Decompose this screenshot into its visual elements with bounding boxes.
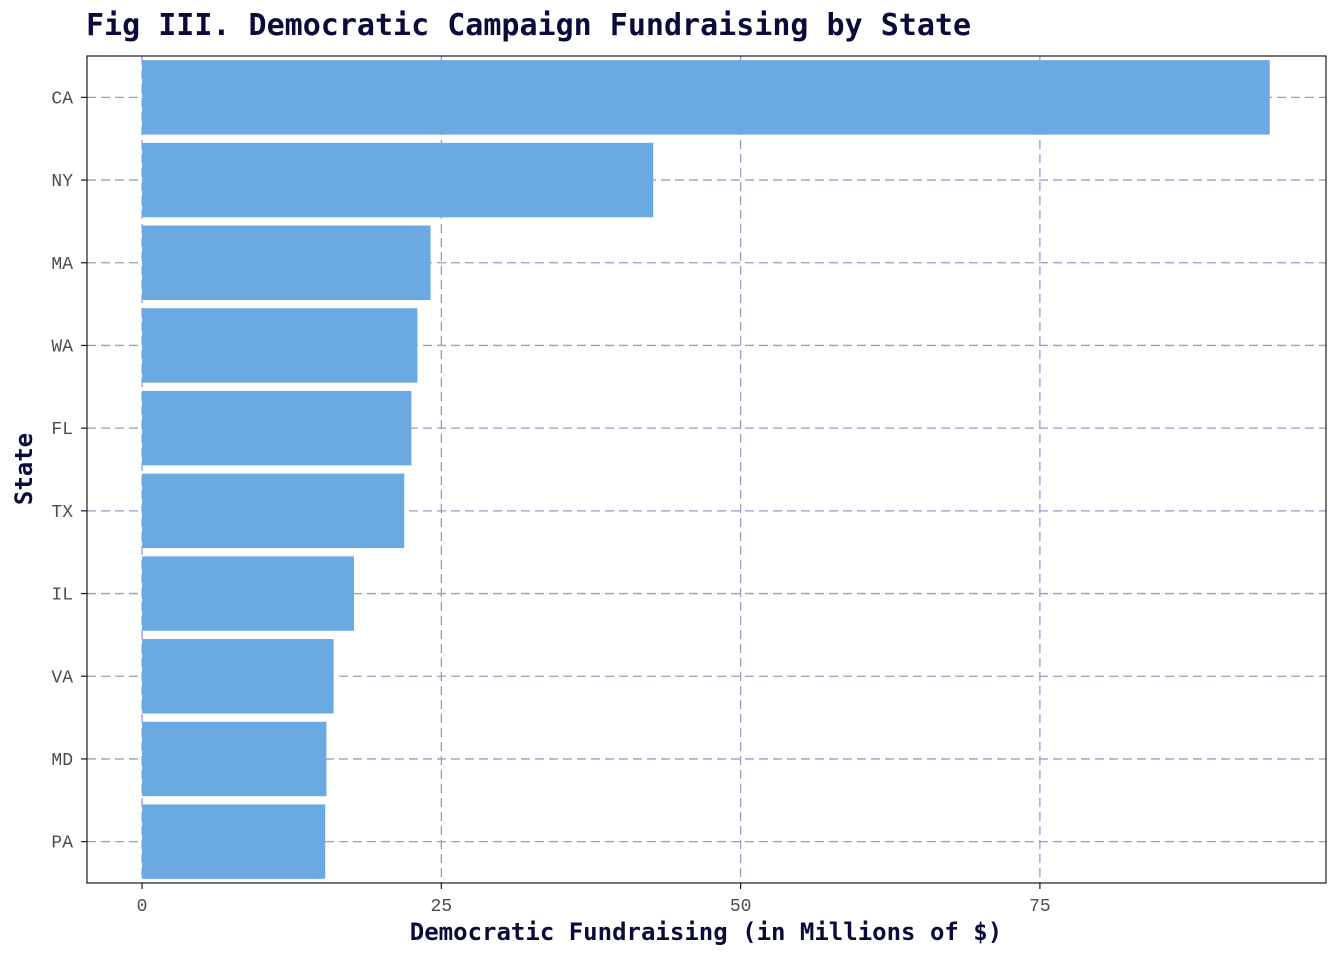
y-axis-title: State xyxy=(10,433,38,505)
bar-il: IL: 17.7 xyxy=(142,556,354,631)
y-tick-label: FL xyxy=(51,420,73,440)
x-axis: 0 25 50 75 xyxy=(137,883,1051,917)
bar-ma: MA: 24.1 xyxy=(142,225,431,300)
bar-fl: FL: 22.5 xyxy=(142,390,412,466)
bar-ca: CA: 94.2 xyxy=(142,60,1270,135)
y-tick-label: CA xyxy=(51,89,73,109)
y-tick-label: TX xyxy=(51,503,73,523)
x-axis-title: Democratic Fundraising (in Millions of $… xyxy=(410,918,1002,946)
chart-title: Fig III. Democratic Campaign Fundraising… xyxy=(86,8,971,43)
bar-pa: PA: 15.3 xyxy=(142,804,326,879)
grid-lines xyxy=(87,56,1326,883)
y-tick-label: NY xyxy=(51,172,73,192)
bar-va: VA: 16 xyxy=(142,639,334,714)
y-axis: CA NY MA WA FL TX IL VA MD PA xyxy=(51,89,87,854)
x-tick-label: 75 xyxy=(1029,897,1051,917)
y-tick-label: WA xyxy=(51,337,73,357)
y-tick-label: MD xyxy=(51,751,73,771)
plot-frame xyxy=(86,55,1327,884)
bar-md: MD: 15.4 xyxy=(142,721,327,797)
y-tick-label: IL xyxy=(51,586,73,606)
bars: CA: 94.2NY: 42.7MA: 24.1 WA: 23FL: 22.5TX… xyxy=(142,60,1270,879)
y-tick-label: MA xyxy=(51,255,73,275)
bar-tx: TX: 21.9 xyxy=(142,473,405,549)
bar-wa: WA: 23 xyxy=(142,308,418,383)
x-tick-label: 50 xyxy=(730,897,752,917)
y-tick-label: VA xyxy=(51,668,73,688)
bar-ny: NY: 42.7 xyxy=(142,142,654,218)
x-tick-label: 25 xyxy=(431,897,453,917)
x-tick-label: 0 xyxy=(137,897,148,917)
y-tick-label: PA xyxy=(51,834,73,854)
